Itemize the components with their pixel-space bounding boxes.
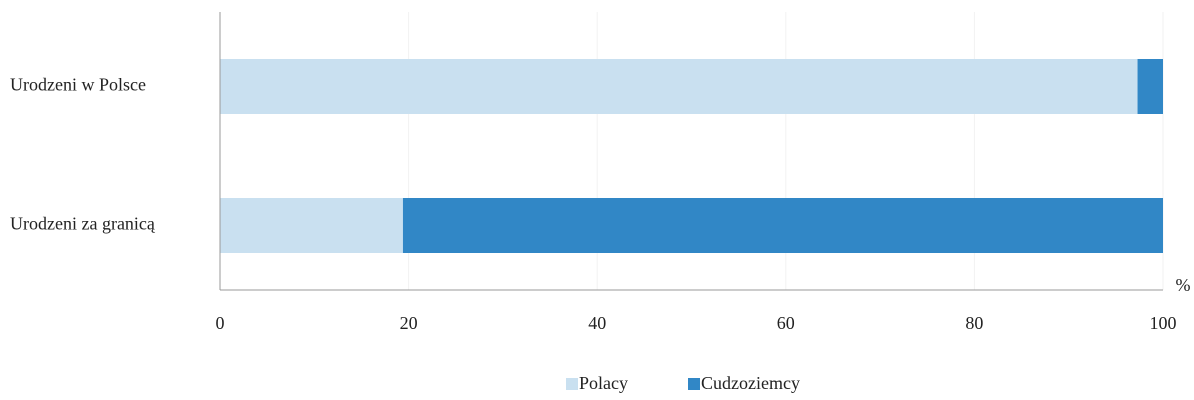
x-tick-label: 20 — [400, 313, 418, 333]
legend-swatch — [688, 378, 700, 390]
legend-label: Cudzoziemcy — [701, 373, 800, 393]
x-tick-label: 100 — [1150, 313, 1177, 333]
x-tick-label: 80 — [965, 313, 983, 333]
bar — [220, 59, 1138, 114]
y-tick-label: Urodzeni w Polsce — [10, 75, 146, 95]
legend-swatch — [566, 378, 578, 390]
x-axis-label: % — [1176, 275, 1191, 295]
x-tick-label: 40 — [588, 313, 606, 333]
x-tick-label: 0 — [216, 313, 225, 333]
bar — [402, 198, 1163, 253]
bar — [220, 198, 403, 253]
legend-label: Polacy — [579, 373, 628, 393]
y-tick-label: Urodzeni za granicą — [10, 214, 156, 234]
bar — [1137, 59, 1163, 114]
x-tick-label: 60 — [777, 313, 795, 333]
